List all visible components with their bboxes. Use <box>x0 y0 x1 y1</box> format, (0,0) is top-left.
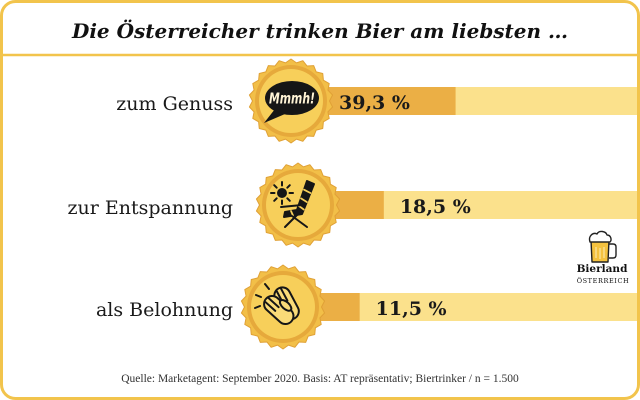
beer-mug-icon <box>588 230 617 263</box>
front-hand <box>263 294 295 326</box>
mug-highlights <box>595 247 605 259</box>
bar-row-belohnung: als Belohnung 11,5 % <box>96 264 637 350</box>
value-label-entspannung: 18,5 % <box>400 196 471 218</box>
front-hand-fingers <box>264 296 280 312</box>
value-label-belohnung: 11,5 % <box>376 298 447 320</box>
sun-icon <box>270 181 294 205</box>
category-label-genuss: zum Genuss <box>116 93 233 115</box>
bottle-cap-entspannung <box>255 162 341 248</box>
source-note: Quelle: Marketagent: September 2020. Bas… <box>121 373 519 385</box>
bubble-body <box>265 81 319 115</box>
clapping-hands-icon <box>254 283 300 326</box>
value-label-genuss: 39,3 % <box>339 92 410 114</box>
deck-chair-icon <box>280 180 315 228</box>
deck-chair-stripes <box>290 188 312 217</box>
front-hand-thumb <box>278 299 293 312</box>
category-label-belohnung: als Belohnung <box>96 299 233 321</box>
bottle-cap-belohnung <box>240 264 326 350</box>
logo-name: Bierland <box>577 263 629 275</box>
sun-deck-chair-icon <box>270 180 315 228</box>
mmmh-speech-bubble-icon: Mmmh! <box>264 81 319 123</box>
bottle-cap-genuss: Mmmh! <box>248 58 334 144</box>
bubble-text: Mmmh! <box>269 90 315 108</box>
category-label-entspannung: zur Entspannung <box>68 197 233 219</box>
clap-motion-lines <box>254 283 270 309</box>
bar-row-entspannung: zur Entspannung 18,5 % <box>68 162 637 248</box>
chart-title: Die Österreicher trinken Bier am liebste… <box>71 18 568 43</box>
logo: Bierland ÖSTERREICH <box>577 230 630 285</box>
mug-handle <box>609 243 617 259</box>
logo-region: ÖSTERREICH <box>577 276 630 285</box>
mug-foam <box>588 230 612 243</box>
sun-disc <box>277 188 287 198</box>
sun-rays <box>270 181 294 205</box>
bar-row-genuss: zum Genuss Mmmh! 39,3 % <box>116 58 637 144</box>
deck-chair-frame <box>280 204 308 228</box>
